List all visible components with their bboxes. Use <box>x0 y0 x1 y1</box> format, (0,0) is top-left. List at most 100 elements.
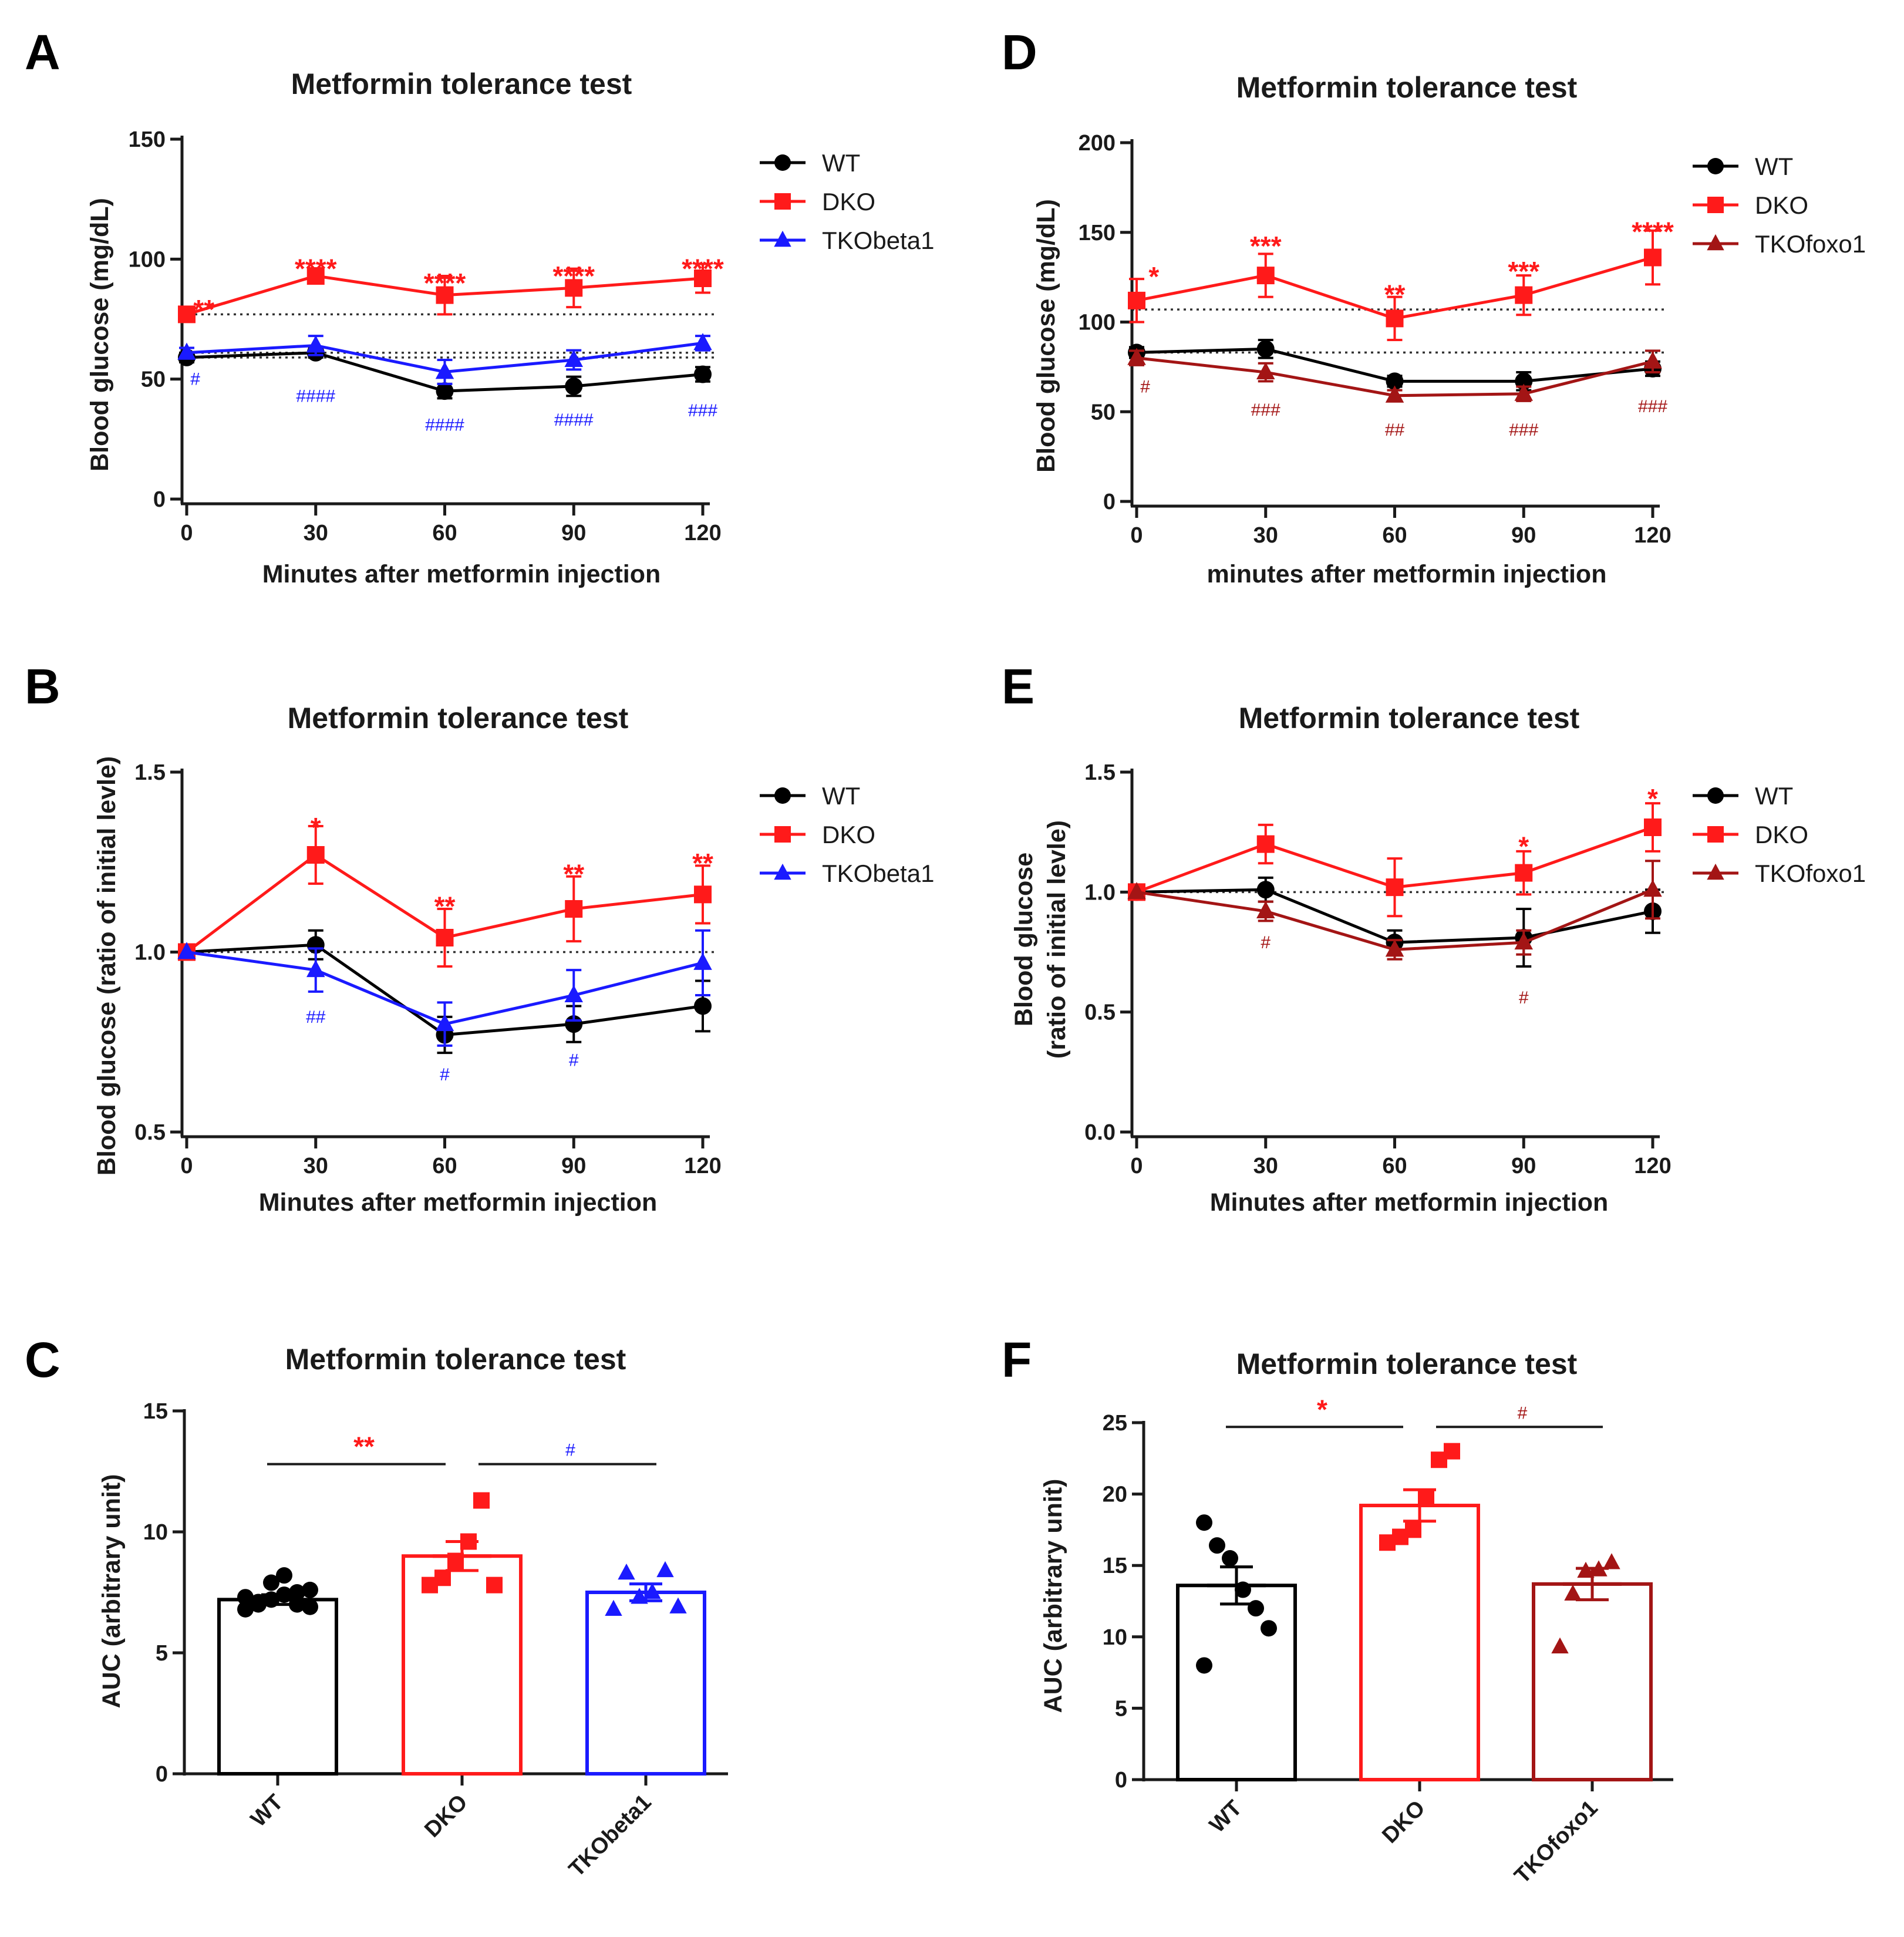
data-point-DKO <box>436 286 454 304</box>
data-point-TKOfoxo1 <box>1643 879 1662 897</box>
data-point-DKO <box>1644 818 1662 836</box>
data-point-WT <box>276 1567 292 1584</box>
x-tick-label: 30 <box>1253 523 1278 548</box>
x-tick-label: 90 <box>561 1154 586 1178</box>
y-tick-label: 0 <box>153 487 166 512</box>
y-tick-label: 200 <box>1079 131 1116 156</box>
legend-entry-WT: WT <box>1693 782 1793 810</box>
legend-marker <box>774 154 791 171</box>
y-tick-label: 0.5 <box>1084 1000 1116 1025</box>
significance-annotation: **** <box>1632 217 1674 247</box>
y-axis-label-C: AUC (arbitrary unit) <box>97 1474 126 1709</box>
data-point-TKOfoxo1 <box>1385 939 1404 957</box>
significance-annotation: *** <box>1508 256 1539 287</box>
x-axis-label-A: Minutes after metformin injection <box>262 560 661 588</box>
legend-marker <box>1707 787 1724 804</box>
legend-entry-WT: WT <box>1693 153 1793 180</box>
data-point-WT <box>1386 372 1404 390</box>
legend-label: TKOfoxo1 <box>1755 860 1866 887</box>
data-point-DKO <box>565 279 583 297</box>
data-point-WT <box>302 1581 318 1598</box>
y-axis-label-F: AUC (arbitrary unit) <box>1039 1479 1067 1713</box>
y-tick-label: 5 <box>156 1641 168 1666</box>
panel-A: A Metformin tolerance test Minutes after… <box>25 25 934 588</box>
y-axis-label-E-line2: (ratio of initial levle) <box>1043 820 1071 1059</box>
significance-annotation: # <box>440 1065 450 1084</box>
legend-label: DKO <box>822 188 875 215</box>
x-tick-label: 30 <box>304 521 328 545</box>
data-point-DKO <box>1644 248 1662 267</box>
x-tick-label: 60 <box>432 521 457 545</box>
y-tick-label: 100 <box>129 247 166 272</box>
data-point-TKOfoxo1 <box>1385 385 1404 403</box>
y-axis-label-B: Blood glucose (ratio of initial levle) <box>93 756 121 1175</box>
data-point-DKO <box>1431 1451 1447 1468</box>
legend-entry-DKO: DKO <box>1693 821 1808 848</box>
legend-entry-WT: WT <box>760 149 860 177</box>
data-point-DKO <box>1444 1443 1460 1460</box>
panel-label-C: C <box>25 1332 60 1387</box>
panel-label-D: D <box>1002 25 1037 80</box>
significance-label: ** <box>353 1431 375 1462</box>
x-tick-label: 60 <box>1382 1154 1407 1178</box>
x-tick-label: 0 <box>1130 523 1143 548</box>
legend-marker <box>774 193 791 210</box>
significance-annotation: *** <box>1250 231 1282 261</box>
data-point-TKOfoxo1 <box>1643 351 1662 369</box>
y-tick-label: 15 <box>1103 1554 1127 1578</box>
significance-annotation: ### <box>688 401 717 420</box>
data-point-WT <box>1222 1550 1238 1567</box>
plot-area-B: 0.51.01.50 30 60 90 120***** **#### <box>134 760 722 1178</box>
data-point-WT <box>694 997 712 1015</box>
data-point-DKO <box>1386 878 1404 897</box>
data-point-TKObeta1 <box>605 1599 622 1616</box>
chart-title-C: Metformin tolerance test <box>285 1343 626 1376</box>
y-tick-label: 1.5 <box>134 760 166 785</box>
x-tick-label: 30 <box>1253 1154 1278 1178</box>
data-point-TKOfoxo1 <box>1256 901 1275 919</box>
panel-D: D Metformin tolerance test minutes after… <box>1002 25 1866 588</box>
chart-title-A: Metformin tolerance test <box>291 68 632 100</box>
data-point-DKO <box>436 928 454 946</box>
legend-A: WT DKO TKObeta1 <box>760 149 934 254</box>
significance-label: # <box>565 1441 575 1460</box>
data-point-TKObeta1 <box>564 349 583 367</box>
data-point-DKO <box>694 885 712 904</box>
x-tick-label: 120 <box>1634 1154 1671 1178</box>
y-tick-label: 50 <box>1091 400 1116 425</box>
legend-D: WT DKO TKOfoxo1 <box>1693 153 1866 258</box>
panel-label-E: E <box>1002 659 1034 714</box>
legend-entry-DKO: DKO <box>1693 191 1808 219</box>
significance-annotation: * <box>311 812 321 843</box>
legend-label: TKOfoxo1 <box>1755 230 1866 258</box>
legend-entry-WT: WT <box>760 782 860 810</box>
y-tick-label: 1.0 <box>1084 880 1116 905</box>
legend-label: WT <box>822 782 860 810</box>
data-point-TKOfoxo1 <box>1256 362 1275 380</box>
chart-title-F: Metformin tolerance test <box>1236 1348 1578 1380</box>
x-tick-label: 90 <box>1511 523 1536 548</box>
y-tick-label: 25 <box>1103 1411 1127 1436</box>
x-axis-label-D: minutes after metformin injection <box>1207 560 1607 588</box>
legend-entry-TKOfoxo1: TKOfoxo1 <box>1693 230 1866 258</box>
y-axis-label-D: Blood glucose (mg/dL) <box>1032 199 1060 473</box>
data-point-WT <box>694 365 712 383</box>
data-point-TKOfoxo1 <box>1564 1584 1582 1601</box>
panel-C: C Metformin tolerance test AUC (arbitrar… <box>25 1332 728 1882</box>
data-point-WT <box>1248 1600 1264 1617</box>
data-point-DKO <box>1379 1534 1396 1551</box>
legend-marker <box>774 863 791 880</box>
data-point-DKO <box>1256 267 1275 285</box>
data-point-TKObeta1 <box>177 942 196 959</box>
legend-marker <box>1707 197 1724 213</box>
x-tick-label: 120 <box>684 521 721 545</box>
data-point-DKO <box>1405 1521 1421 1538</box>
legend-marker <box>1707 234 1724 251</box>
y-tick-label: 15 <box>143 1399 168 1424</box>
data-point-WT <box>565 377 583 395</box>
data-point-WT <box>1256 881 1275 899</box>
data-point-TKOfoxo1 <box>1551 1637 1569 1654</box>
legend-label: TKObeta1 <box>822 227 934 254</box>
data-point-DKO <box>178 305 196 324</box>
